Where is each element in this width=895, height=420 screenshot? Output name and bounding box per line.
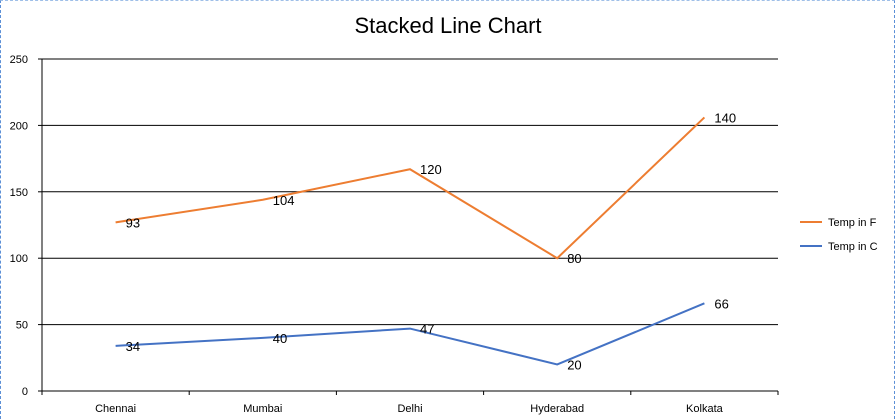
x-tick-label: Delhi: [397, 403, 422, 415]
y-tick-label: 250: [10, 54, 28, 66]
data-labels: 93 104 120 80 140 34 40 47 20 66: [126, 110, 737, 372]
x-tick-label: Hyderabad: [530, 403, 584, 415]
axes: [38, 58, 779, 395]
gridlines: [42, 58, 778, 326]
series-lines: [115, 116, 706, 366]
data-label: 93: [126, 215, 140, 230]
x-tick-label: Mumbai: [243, 403, 282, 415]
legend-label: Temp in F: [828, 217, 877, 229]
legend: Temp in F Temp in C: [800, 217, 878, 253]
y-tick-label: 150: [10, 187, 28, 199]
y-tick-labels: 0 50 100 150 200 250: [10, 54, 28, 398]
series-line-temp-in-f: [115, 116, 706, 260]
data-label: 20: [567, 357, 581, 372]
x-tick-label: Kolkata: [686, 403, 724, 415]
x-tick-labels: Chennai Mumbai Delhi Hyderabad Kolkata: [95, 403, 724, 415]
data-label: 140: [714, 110, 736, 125]
data-label: 104: [273, 193, 295, 208]
data-label: 47: [420, 322, 434, 337]
legend-label: Temp in C: [828, 241, 878, 253]
y-tick-label: 200: [10, 120, 28, 132]
series-line-temp-in-c: [115, 302, 705, 366]
chart-title: Stacked Line Chart: [354, 13, 541, 38]
data-label: 120: [420, 162, 442, 177]
y-tick-label: 0: [22, 386, 28, 398]
data-label: 40: [273, 331, 287, 346]
data-label: 34: [126, 339, 140, 354]
y-tick-label: 50: [16, 320, 28, 332]
data-label: 80: [567, 251, 581, 266]
y-tick-label: 100: [10, 253, 28, 265]
x-tick-label: Chennai: [95, 403, 136, 415]
data-label: 66: [714, 296, 728, 311]
